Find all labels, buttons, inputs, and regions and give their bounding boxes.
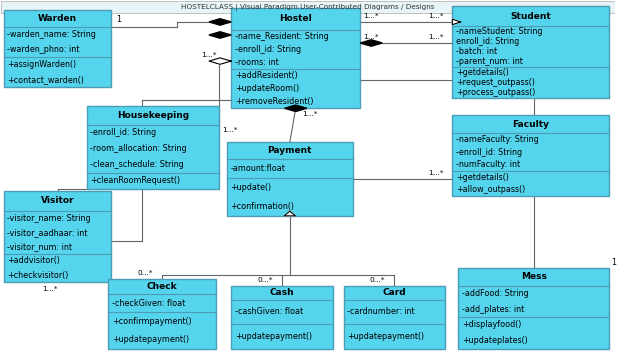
Text: 0...*: 0...* [137, 270, 153, 276]
Text: 1...*: 1...* [363, 34, 379, 40]
Polygon shape [209, 19, 231, 25]
Text: Visitor: Visitor [41, 196, 74, 205]
Bar [231, 8, 360, 108]
Text: +displayfood(): +displayfood() [462, 320, 522, 329]
Text: HOSTELCLASS | Visual Paradigm User-Contributed Diagrams / Designs: HOSTELCLASS | Visual Paradigm User-Contr… [181, 4, 434, 11]
Text: -enroll_id: String: -enroll_id: String [90, 128, 156, 137]
Text: -enroll_id: String: -enroll_id: String [456, 148, 522, 157]
Text: 1...*: 1...* [363, 13, 379, 19]
Text: -warden_name: String: -warden_name: String [7, 30, 96, 39]
Text: -visitor_aadhaar: int: -visitor_aadhaar: int [7, 228, 88, 237]
Text: 1: 1 [116, 15, 121, 24]
Text: Check: Check [146, 282, 177, 291]
Polygon shape [452, 19, 460, 25]
Text: 1...*: 1...* [222, 127, 237, 134]
Text: -clean_schedule: String: -clean_schedule: String [90, 160, 184, 169]
Text: Card: Card [383, 288, 406, 297]
Text: Cash: Cash [269, 288, 294, 297]
Text: -visitor_num: int: -visitor_num: int [7, 242, 72, 251]
Polygon shape [284, 211, 295, 216]
Text: +updateplates(): +updateplates() [462, 336, 528, 345]
Text: 1...*: 1...* [42, 286, 57, 292]
Text: -warden_phno: int: -warden_phno: int [7, 45, 80, 54]
Text: -room_allocation: String: -room_allocation: String [90, 144, 187, 153]
Text: +cleanRoomRequest(): +cleanRoomRequest() [90, 176, 180, 185]
Text: +getdetails(): +getdetails() [456, 173, 509, 182]
Bar [108, 279, 216, 348]
Text: -enroll_id: String: -enroll_id: String [235, 45, 301, 54]
Text: +update(): +update() [231, 183, 272, 192]
Polygon shape [209, 32, 231, 38]
Bar [4, 191, 111, 282]
Text: +addResident(): +addResident() [235, 71, 297, 80]
Text: Housekeeping: Housekeeping [117, 111, 189, 120]
Text: +allow_outpass(): +allow_outpass() [456, 185, 525, 194]
Bar [87, 107, 219, 189]
Bar [459, 268, 609, 348]
Text: -rooms: int: -rooms: int [235, 58, 279, 67]
Text: Mess: Mess [521, 272, 547, 281]
Text: -cardnumber: int: -cardnumber: int [347, 307, 415, 316]
Text: -nameFaculty: String: -nameFaculty: String [456, 135, 539, 144]
Text: Payment: Payment [268, 146, 312, 155]
Text: +removeResident(): +removeResident() [235, 97, 313, 106]
Text: +confirmation(): +confirmation() [231, 202, 295, 211]
Text: 0...*: 0...* [370, 277, 385, 283]
Text: Faculty: Faculty [512, 120, 549, 129]
Text: +confirmpayment(): +confirmpayment() [112, 317, 192, 326]
Text: -numFaculty: int: -numFaculty: int [456, 160, 520, 169]
Text: 0...*: 0...* [257, 277, 273, 283]
Text: -visitor_name: String: -visitor_name: String [7, 213, 91, 222]
Text: +process_outpass(): +process_outpass() [456, 88, 535, 97]
Text: +updatepayment(): +updatepayment() [235, 332, 312, 341]
Text: +request_outpass(): +request_outpass() [456, 78, 535, 87]
Text: -addFood: String: -addFood: String [462, 289, 529, 298]
Text: +checkvisitor(): +checkvisitor() [7, 271, 69, 280]
Polygon shape [209, 58, 231, 64]
Text: -parent_num: int: -parent_num: int [456, 57, 523, 66]
Text: +getdetails(): +getdetails() [456, 68, 509, 77]
Text: +updateRoom(): +updateRoom() [235, 84, 299, 93]
Bar [344, 286, 445, 348]
Text: +updatepayment(): +updatepayment() [112, 335, 189, 344]
Bar [231, 286, 332, 348]
Text: +contact_warden(): +contact_warden() [7, 75, 84, 84]
Text: 1...*: 1...* [201, 52, 217, 58]
Text: enroll_id: String: enroll_id: String [456, 37, 519, 46]
Text: Hostel: Hostel [279, 14, 312, 23]
Text: -add_plates: int: -add_plates: int [462, 305, 525, 314]
Polygon shape [284, 105, 307, 112]
Bar [1, 1, 615, 13]
Bar [4, 10, 111, 87]
Text: -cashGiven: float: -cashGiven: float [235, 307, 303, 316]
Text: -name_Resident: String: -name_Resident: String [235, 32, 329, 41]
Text: 1...*: 1...* [428, 170, 443, 176]
Text: -checkGiven: float: -checkGiven: float [112, 298, 185, 307]
Text: 1...*: 1...* [428, 13, 443, 19]
Text: Warden: Warden [38, 14, 77, 23]
Text: 1: 1 [611, 258, 617, 267]
Bar [227, 142, 353, 216]
Text: +updatepayment(): +updatepayment() [347, 332, 425, 341]
Text: -amount:float: -amount:float [231, 163, 286, 172]
Text: -batch: int: -batch: int [456, 47, 497, 56]
Bar [452, 116, 609, 196]
Bar [452, 6, 609, 98]
Text: -nameStudent: String: -nameStudent: String [456, 27, 543, 36]
Text: 1...*: 1...* [428, 34, 443, 40]
Text: +addvisitor(): +addvisitor() [7, 256, 61, 265]
Text: 1...*: 1...* [302, 111, 317, 117]
Text: +assignWarden(): +assignWarden() [7, 60, 77, 69]
Text: Student: Student [510, 12, 551, 21]
Polygon shape [360, 40, 383, 46]
